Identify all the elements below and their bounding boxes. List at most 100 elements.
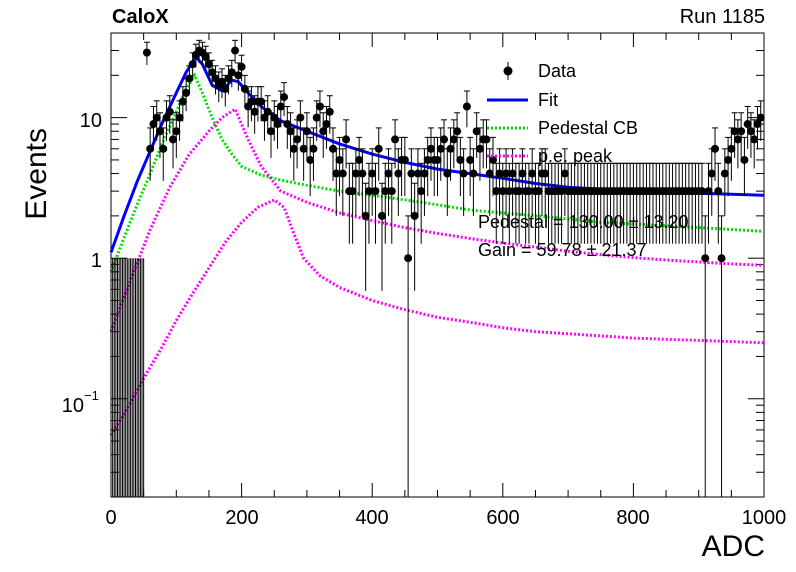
data-point bbox=[440, 119, 449, 169]
data-marker bbox=[332, 169, 341, 178]
data-marker bbox=[750, 135, 759, 144]
data-marker bbox=[417, 187, 426, 196]
data-marker bbox=[146, 144, 155, 153]
data-marker bbox=[714, 187, 723, 196]
data-marker bbox=[221, 84, 230, 93]
data-marker bbox=[724, 155, 733, 164]
data-marker bbox=[211, 74, 220, 83]
data-point bbox=[384, 148, 393, 216]
data-point bbox=[492, 162, 501, 244]
data-marker bbox=[204, 60, 213, 69]
data-point bbox=[371, 162, 380, 244]
data-marker bbox=[381, 187, 390, 196]
data-marker bbox=[541, 169, 550, 178]
data-marker bbox=[469, 169, 478, 178]
data-marker bbox=[293, 135, 302, 144]
data-point bbox=[400, 136, 409, 197]
data-marker bbox=[178, 97, 187, 106]
data-marker bbox=[733, 135, 742, 144]
data-point bbox=[701, 215, 710, 497]
data-point bbox=[299, 127, 308, 181]
y-tick-label-10: 10 bbox=[80, 110, 102, 132]
data-marker bbox=[426, 144, 435, 153]
data-marker bbox=[420, 169, 429, 178]
x-axis-label: ADC bbox=[701, 530, 765, 563]
data-point bbox=[342, 119, 351, 169]
data-marker bbox=[704, 187, 713, 196]
data-point bbox=[159, 127, 168, 181]
data-marker bbox=[270, 113, 279, 122]
data-marker bbox=[149, 120, 158, 129]
data-point bbox=[717, 215, 726, 497]
data-marker bbox=[482, 135, 491, 144]
data-point bbox=[746, 112, 755, 158]
data-point bbox=[750, 119, 759, 169]
data-marker bbox=[443, 169, 452, 178]
data-point bbox=[260, 100, 269, 141]
data-point bbox=[247, 86, 256, 122]
data-point bbox=[469, 148, 478, 216]
data-marker bbox=[234, 71, 243, 80]
data-marker bbox=[348, 187, 357, 196]
data-marker bbox=[351, 169, 360, 178]
x-tick-label-400: 400 bbox=[355, 507, 388, 529]
data-point bbox=[498, 162, 507, 244]
data-marker bbox=[423, 155, 432, 164]
data-point bbox=[502, 148, 511, 216]
data-marker bbox=[404, 254, 413, 263]
data-marker bbox=[169, 135, 178, 144]
data-marker bbox=[273, 120, 282, 129]
data-point bbox=[557, 162, 566, 244]
data-point bbox=[348, 162, 357, 244]
data-marker bbox=[440, 135, 449, 144]
data-marker bbox=[286, 127, 295, 136]
data-point bbox=[711, 127, 720, 181]
data-marker bbox=[159, 144, 168, 153]
data-point bbox=[364, 162, 373, 244]
data-marker bbox=[466, 155, 475, 164]
data-point bbox=[227, 59, 236, 88]
data-marker bbox=[472, 127, 481, 136]
data-point bbox=[169, 119, 178, 169]
data-marker bbox=[142, 48, 151, 57]
data-point bbox=[355, 136, 364, 197]
experiment-label: CaloX bbox=[112, 6, 169, 28]
data-marker bbox=[299, 144, 308, 153]
data-point bbox=[325, 95, 334, 134]
data-marker bbox=[508, 169, 517, 178]
data-marker bbox=[162, 113, 171, 122]
data-marker bbox=[201, 52, 210, 61]
legend-label-data: Data bbox=[538, 61, 577, 81]
data-point bbox=[730, 112, 739, 158]
data-marker bbox=[518, 169, 527, 178]
legend-label-pe-peak: p.e. peak bbox=[538, 146, 613, 166]
data-marker bbox=[524, 187, 533, 196]
data-marker bbox=[338, 169, 347, 178]
data-marker bbox=[449, 135, 458, 144]
data-marker bbox=[475, 144, 484, 153]
data-marker bbox=[296, 113, 305, 122]
data-marker bbox=[361, 211, 370, 220]
data-marker bbox=[155, 127, 164, 136]
data-marker bbox=[329, 144, 338, 153]
data-point bbox=[280, 82, 289, 117]
legend-label-pedestal: Pedestal CB bbox=[538, 118, 638, 138]
data-point bbox=[231, 39, 240, 63]
data-marker bbox=[387, 187, 396, 196]
data-marker bbox=[462, 102, 471, 111]
data-marker bbox=[492, 187, 501, 196]
data-point bbox=[387, 162, 396, 244]
data-marker bbox=[165, 107, 174, 116]
data-marker bbox=[711, 144, 720, 153]
data-point bbox=[560, 148, 569, 216]
data-point bbox=[459, 148, 468, 216]
data-point bbox=[453, 112, 462, 158]
legend-marker-data bbox=[503, 62, 513, 80]
data-marker bbox=[280, 93, 289, 102]
data-marker bbox=[740, 155, 749, 164]
data-marker bbox=[534, 187, 543, 196]
data-point bbox=[165, 95, 174, 134]
data-marker bbox=[485, 169, 494, 178]
data-point bbox=[508, 148, 517, 216]
data-marker bbox=[737, 127, 746, 136]
